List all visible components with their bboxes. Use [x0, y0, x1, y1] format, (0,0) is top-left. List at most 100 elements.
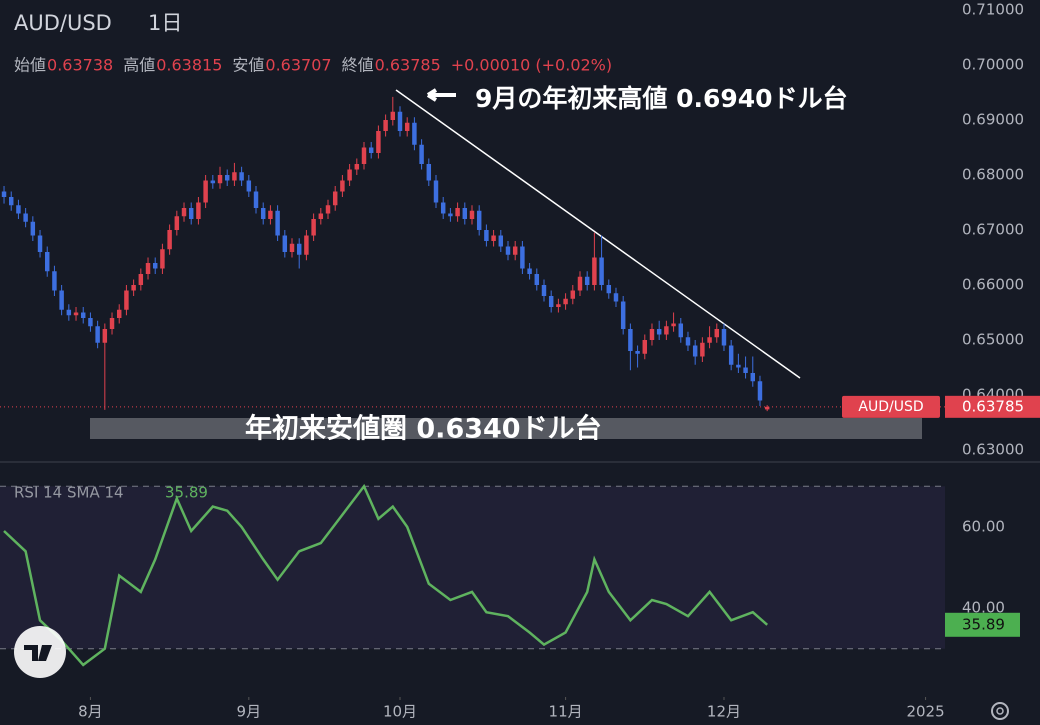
y-tick-label: 0.66000	[962, 276, 1024, 294]
candle-body	[714, 329, 720, 338]
x-tick-label: 8月	[78, 703, 103, 721]
candle-body	[347, 169, 352, 181]
rsi-line	[3, 483, 769, 667]
y-tick-label: 40.00	[962, 599, 1005, 617]
candle-body	[599, 257, 604, 285]
candle-body	[440, 202, 446, 214]
candle-body	[620, 301, 626, 329]
trend-line	[395, 89, 801, 379]
candle-body	[592, 257, 597, 285]
candle-body	[757, 381, 763, 401]
candle-body	[311, 219, 316, 236]
candle-body	[80, 312, 86, 318]
candle-body	[469, 210, 475, 219]
ohlc-value: 0.63815	[156, 56, 222, 75]
y-tick-label: 0.67000	[962, 221, 1024, 239]
arrow	[426, 88, 456, 102]
candle-body	[167, 230, 172, 250]
rsi-band	[0, 486, 945, 649]
candle-body	[224, 175, 230, 181]
ohlc-label: 終値	[342, 56, 374, 75]
rsi-value-box	[945, 612, 1020, 637]
candle-body	[462, 208, 468, 219]
candle-body	[419, 144, 424, 164]
candle-body	[325, 205, 331, 214]
candle-body	[656, 329, 662, 335]
candle-body	[390, 111, 396, 120]
x-tick-label: 12月	[707, 703, 741, 721]
y-tick-label: 0.70000	[962, 56, 1024, 74]
candle-body	[268, 210, 273, 219]
candle-body	[721, 329, 727, 346]
candle-body	[728, 345, 734, 365]
candle-body	[282, 235, 288, 252]
settings-icon[interactable]	[991, 702, 1009, 720]
candle-body	[37, 235, 43, 252]
annotation: 年初来安値圏 0.6340ドル台	[245, 413, 602, 445]
candle-body	[484, 230, 489, 241]
candle-body	[642, 340, 648, 354]
candle-body	[260, 208, 266, 219]
candle-body	[217, 175, 223, 184]
candle-body	[8, 197, 14, 206]
x-tick-label: 11月	[549, 703, 583, 721]
candle-body	[289, 243, 295, 252]
candle-body	[577, 276, 583, 291]
candle-body	[743, 367, 748, 373]
candle-body	[368, 147, 374, 153]
candle-body	[584, 276, 590, 285]
candle-body	[131, 285, 136, 291]
candle-body	[152, 263, 158, 269]
candle-body	[253, 191, 259, 208]
candle-body	[66, 309, 72, 316]
candle-body	[361, 147, 367, 164]
candle-body	[512, 246, 518, 255]
candle-body	[606, 285, 612, 294]
candle-body	[707, 337, 712, 343]
candle-body	[124, 290, 129, 310]
candle-body	[239, 172, 244, 181]
candle-body	[1, 191, 7, 197]
low-zone	[90, 418, 922, 439]
candle-body	[534, 274, 540, 285]
change-value: +0.00010 (+0.02%)	[451, 56, 612, 75]
candle-body	[304, 235, 309, 255]
candle-body	[433, 180, 439, 203]
y-tick-label: 0.65000	[962, 331, 1024, 349]
y-tick-label: 60.00	[962, 517, 1005, 535]
y-tick-label: 0.69000	[962, 111, 1024, 129]
candle-body	[700, 342, 705, 357]
ohlc-label: 始値	[14, 56, 46, 75]
candle-body	[520, 246, 525, 269]
candle-body	[613, 293, 619, 302]
ohlc-label: 安値	[232, 56, 264, 75]
ohlc-value: 0.63738	[47, 56, 113, 75]
candle-body	[764, 406, 770, 410]
candle-body	[181, 208, 187, 217]
candle-body	[160, 249, 165, 269]
candle-body	[318, 213, 324, 219]
ohlc-legend: 始値 0.63738 高値 0.63815 安値 0.63707 終値 0.63785 +0.0…	[14, 56, 612, 75]
candle-body	[448, 213, 453, 217]
candle-body	[750, 373, 756, 382]
interval: 1日	[148, 11, 182, 35]
candle-body	[354, 164, 360, 170]
price-label: 0.63785	[962, 397, 1024, 415]
symbol-label: AUD/USD	[858, 399, 923, 415]
annotation: 9月の年初来高値 0.6940ドル台	[475, 84, 848, 113]
candle-body	[174, 216, 180, 230]
candle-body	[556, 304, 561, 307]
candle-body	[73, 312, 79, 316]
logo	[14, 626, 66, 678]
symbol: AUD/USD	[14, 11, 112, 35]
candle-body	[196, 202, 201, 219]
candle-body	[635, 351, 640, 354]
x-tick-label: 2025	[906, 703, 944, 721]
candle-body	[188, 208, 194, 219]
candle-body	[296, 243, 302, 255]
candle-body	[102, 329, 108, 343]
y-tick-label: 0.71000	[962, 1, 1024, 19]
candle-body	[30, 221, 36, 236]
candle-body	[671, 323, 676, 327]
ohlc-label: 高値	[123, 56, 155, 75]
